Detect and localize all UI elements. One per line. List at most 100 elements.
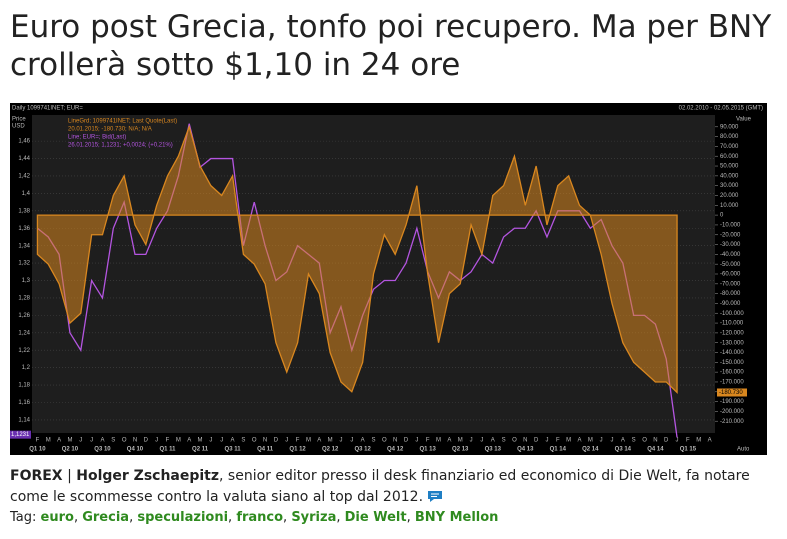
x-tick-label: A	[361, 438, 365, 444]
tag-link[interactable]: Syriza	[291, 510, 337, 525]
y-tick-label: 1,34	[18, 243, 30, 249]
y-axis-title: Price	[12, 117, 26, 123]
y2-tick-label: -10.000	[720, 223, 741, 229]
y2-tick-label: -60.000	[720, 272, 741, 278]
quarter-label: Q3 10	[94, 447, 111, 453]
y2-tick-label: -40.000	[720, 252, 741, 258]
y-tick-label: 1,14	[18, 418, 30, 424]
x-tick-label: D	[534, 438, 539, 444]
y2-tick-label: 40.000	[720, 173, 739, 179]
x-tick-label: J	[611, 438, 614, 444]
quarter-label: Q3 12	[354, 447, 371, 453]
y2-tick-label: 80.000	[720, 134, 739, 140]
x-tick-label: M	[588, 438, 593, 444]
x-tick-label: A	[187, 438, 191, 444]
y-tick-label: 1,42	[18, 174, 30, 180]
y2-tick-label: -160.000	[720, 370, 744, 376]
y2-tick-label: -130.000	[720, 340, 744, 346]
quarter-label: Q4 11	[257, 447, 274, 453]
x-tick-label: A	[317, 438, 321, 444]
y-tick-label: 1,46	[18, 139, 30, 145]
y2-tick-label: -20.000	[720, 232, 741, 238]
y2-tick-label: -210.000	[720, 419, 744, 425]
x-tick-label: J	[480, 438, 483, 444]
y2-tick-label: 70.000	[720, 144, 739, 150]
price-marker-label: 1,1231	[11, 432, 30, 438]
x-tick-label: N	[393, 438, 397, 444]
tags: Tag: euro, Grecia, speculazioni, franco,…	[10, 510, 498, 525]
tag-link[interactable]: speculazioni	[137, 510, 229, 525]
y-axis-title: USD	[12, 124, 25, 130]
y2-tick-label: 10.000	[720, 203, 739, 209]
x-tick-label: J	[545, 438, 548, 444]
x-tick-label: J	[676, 438, 679, 444]
x-tick-label: N	[523, 438, 527, 444]
caption-text: , senior editor presso il desk finanziar…	[10, 468, 750, 505]
legend-text: 20.01.2015; -180.730; N/A; N/A	[68, 127, 152, 133]
y-tick-label: 1,44	[18, 156, 30, 162]
quarter-label: Q1 13	[420, 447, 437, 453]
quarter-label: Q1 14	[550, 447, 567, 453]
price-marker	[10, 430, 31, 439]
chart: Daily 1099741INET; EUR= 02.02.2010 - 02.…	[10, 103, 767, 455]
tag-link[interactable]: Grecia	[82, 510, 130, 525]
y2-tick-label: 20.000	[720, 193, 739, 199]
y2-tick-label: 30.000	[720, 183, 739, 189]
x-tick-label: M	[306, 438, 311, 444]
quarter-label: Q2 12	[322, 447, 339, 453]
quarter-label: Q3 11	[225, 447, 242, 453]
legend-text: Line; EUR=; Bid(Last)	[68, 135, 126, 141]
value-marker-label: -180.730	[719, 390, 743, 396]
tag-link[interactable]: Die Welt	[344, 510, 407, 525]
quarter-label: Q2 14	[582, 447, 599, 453]
y-tick-label: 1,26	[18, 313, 30, 319]
quarter-label: Q2 13	[452, 447, 469, 453]
x-tick-label: F	[36, 438, 40, 444]
y2-axis-title: Value	[736, 117, 752, 123]
quarter-label: Q3 14	[615, 447, 632, 453]
y-tick-label: 1,2	[22, 365, 31, 371]
x-tick-label: O	[122, 438, 127, 444]
y2-tick-label: 50.000	[720, 164, 739, 170]
x-tick-label: J	[285, 438, 288, 444]
y-tick-label: 1,24	[18, 330, 30, 336]
tag-link[interactable]: BNY Mellon	[414, 510, 499, 525]
tag-link[interactable]: euro	[40, 510, 74, 525]
x-tick-label: J	[155, 438, 158, 444]
scale-mode: Auto	[737, 447, 750, 453]
y2-tick-label: -110.000	[720, 321, 744, 327]
headline: Euro post Grecia, tonfo poi recupero. Ma…	[10, 9, 772, 83]
quarter-label: Q1 15	[680, 447, 697, 453]
x-tick-label: M	[458, 438, 463, 444]
y2-tick-label: 0	[720, 213, 724, 219]
y-tick-label: 1,32	[18, 261, 30, 267]
chart-date-range: 02.02.2010 - 02.05.2015 (GMT)	[679, 106, 763, 112]
x-tick-label: N	[653, 438, 657, 444]
x-tick-label: A	[447, 438, 451, 444]
legend-text: 26.01.2015; 1,1231; +0,0024; (+0,21%)	[68, 143, 173, 149]
x-tick-label: A	[100, 438, 104, 444]
comment-icon[interactable]	[427, 490, 443, 503]
value-marker	[717, 388, 747, 397]
x-tick-label: F	[686, 438, 690, 444]
x-tick-label: J	[470, 438, 473, 444]
tag-link[interactable]: franco	[236, 510, 284, 525]
x-tick-label: S	[371, 438, 375, 444]
y2-tick-label: -190.000	[720, 399, 744, 405]
x-tick-label: A	[231, 438, 235, 444]
x-tick-label: J	[90, 438, 93, 444]
quarter-label: Q2 10	[62, 447, 79, 453]
quarter-label: Q4 10	[127, 447, 144, 453]
x-tick-label: M	[176, 438, 181, 444]
x-tick-label: J	[339, 438, 342, 444]
x-tick-label: A	[491, 438, 495, 444]
tag-list: euro, Grecia, speculazioni, franco, Syri…	[40, 510, 499, 525]
x-tick-label: D	[664, 438, 669, 444]
x-tick-label: S	[502, 438, 506, 444]
x-tick-label: M	[198, 438, 203, 444]
x-tick-label: M	[67, 438, 72, 444]
x-tick-label: M	[696, 438, 701, 444]
y2-tick-label: -50.000	[720, 262, 741, 268]
x-tick-label: M	[566, 438, 571, 444]
